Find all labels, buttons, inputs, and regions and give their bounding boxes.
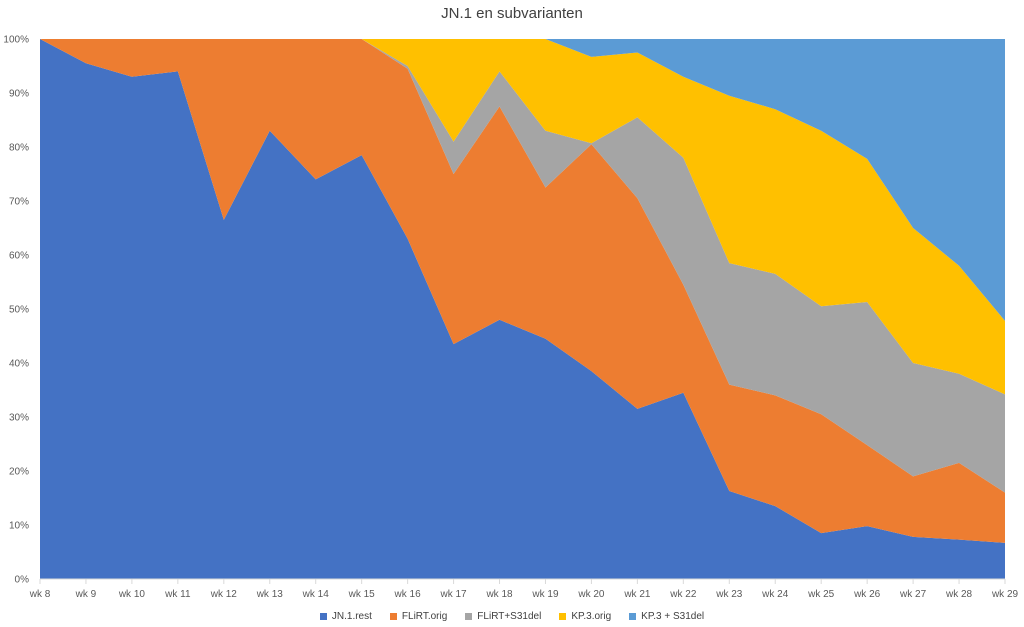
- x-tick-label: wk 13: [256, 589, 284, 600]
- legend-item: FLiRT.orig: [389, 611, 448, 622]
- legend-label: JN.1.rest: [331, 611, 372, 622]
- legend-label: FLiRT+S31del: [477, 611, 542, 622]
- x-tick-label: wk 14: [302, 589, 330, 600]
- y-tick-label: 70%: [9, 197, 29, 208]
- x-tick-label: wk 26: [853, 589, 881, 600]
- y-tick-label: 90%: [9, 89, 29, 100]
- y-tick-label: 50%: [9, 305, 29, 316]
- legend-item: KP.3 + S31del: [629, 611, 704, 622]
- legend-swatch: [319, 613, 327, 620]
- y-tick-label: 10%: [9, 521, 29, 532]
- x-tick-label: wk 28: [945, 589, 973, 600]
- legend-item: FLiRT+S31del: [465, 611, 541, 622]
- area-series-0: [40, 39, 1005, 579]
- y-tick-label: 0%: [15, 575, 30, 586]
- legend-swatch: [559, 613, 567, 620]
- y-tick-label: 40%: [9, 359, 29, 370]
- x-tick-label: wk 12: [210, 589, 238, 600]
- legend-swatch: [389, 613, 397, 620]
- legend-item: KP.3.orig: [559, 611, 611, 622]
- y-tick-label: 100%: [3, 35, 29, 46]
- area-series-2: [40, 39, 1005, 493]
- chart-legend: JN.1.rest FLiRT.orig FLiRT+S31del KP.3.orig…: [0, 611, 1024, 622]
- x-tick-label: wk 8: [29, 589, 51, 600]
- x-tick-label: wk 21: [623, 589, 651, 600]
- y-tick-label: 60%: [9, 251, 29, 262]
- area-series-1: [40, 39, 1005, 543]
- legend-swatch: [465, 613, 473, 620]
- legend-swatch: [629, 613, 637, 620]
- x-tick-label: wk 27: [899, 589, 927, 600]
- legend-item: JN.1.rest: [319, 611, 372, 622]
- area-series-3: [40, 39, 1005, 395]
- y-tick-label: 80%: [9, 143, 29, 154]
- x-tick-label: wk 19: [531, 589, 559, 600]
- x-tick-label: wk 18: [485, 589, 513, 600]
- x-tick-label: wk 17: [440, 589, 468, 600]
- y-tick-label: 30%: [9, 413, 29, 424]
- x-tick-label: wk 24: [761, 589, 789, 600]
- y-tick-label: 20%: [9, 467, 29, 478]
- x-tick-label: wk 10: [118, 589, 146, 600]
- x-tick-label: wk 15: [348, 589, 376, 600]
- area-series-4: [40, 39, 1005, 321]
- x-tick-label: wk 11: [164, 589, 191, 600]
- x-tick-label: wk 9: [75, 589, 97, 600]
- x-tick-label: wk 23: [715, 589, 743, 600]
- x-tick-label: wk 16: [394, 589, 422, 600]
- x-tick-label: wk 29: [991, 589, 1019, 600]
- x-tick-label: wk 25: [807, 589, 835, 600]
- legend-label: KP.3.orig: [571, 611, 612, 622]
- chart-title: JN.1 en subvarianten: [441, 5, 583, 22]
- legend-label: FLiRT.orig: [401, 611, 448, 622]
- x-tick-label: wk 22: [669, 589, 697, 600]
- legend-label: KP.3 + S31del: [641, 611, 705, 622]
- x-tick-label: wk 20: [577, 589, 605, 600]
